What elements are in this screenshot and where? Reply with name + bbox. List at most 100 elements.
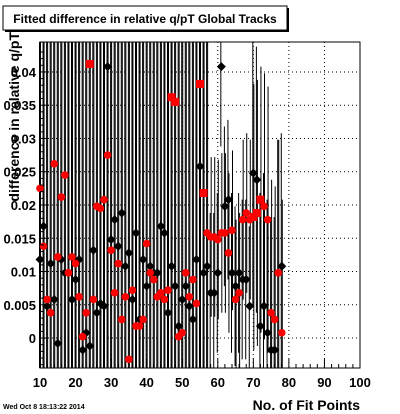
data-point-circle — [213, 235, 222, 244]
data-point-diamond — [152, 268, 162, 278]
data-point-diamond — [181, 281, 191, 291]
data-point-diamond — [252, 175, 262, 185]
data-point-diamond — [223, 195, 233, 205]
data-point-circle — [270, 315, 279, 324]
data-point-diamond — [227, 268, 237, 278]
data-point-diamond — [124, 248, 134, 258]
data-point-diamond — [67, 294, 77, 304]
x-tick-label: 40 — [139, 375, 153, 390]
data-point-circle — [242, 209, 251, 217]
data-point-diamond — [39, 221, 49, 231]
x-tick-label: 60 — [211, 375, 225, 390]
data-point-diamond — [88, 245, 98, 255]
data-point-square — [252, 208, 261, 217]
data-point-circle — [267, 308, 275, 317]
x-tick-label: 10 — [33, 375, 47, 390]
data-point-circle — [224, 249, 233, 257]
title-box-shadow — [5, 30, 289, 32]
data-point-circle — [100, 195, 108, 204]
data-point-diamond — [46, 259, 56, 269]
data-point-circle — [50, 159, 59, 168]
data-point-diamond — [110, 215, 120, 225]
data-point-circle — [231, 295, 240, 304]
data-point-diamond — [245, 301, 255, 311]
data-point-square — [196, 79, 204, 88]
data-point-circle — [82, 308, 91, 317]
data-point-diamond — [248, 168, 258, 178]
data-point-circle — [114, 259, 123, 268]
data-point-diamond — [231, 281, 241, 291]
y-tick-label: 0.005 — [3, 298, 36, 313]
y-tick-label: 0.035 — [3, 98, 36, 113]
data-point-circle — [192, 299, 201, 308]
data-point-circle — [39, 242, 48, 251]
data-point-diamond — [159, 228, 169, 238]
data-point-circle — [96, 204, 105, 213]
y-tick-label: 0.015 — [3, 231, 36, 246]
data-point-circle — [125, 355, 133, 364]
data-point-circle — [36, 184, 44, 193]
data-point-diamond — [103, 62, 113, 72]
data-point-diamond — [270, 345, 280, 355]
data-point-square — [167, 93, 176, 102]
data-point-circle — [128, 286, 137, 294]
data-point-circle — [135, 322, 144, 330]
data-point-diamond — [142, 281, 152, 291]
data-point-circle — [263, 215, 272, 224]
data-point-diamond — [209, 288, 219, 298]
data-point-diamond — [263, 328, 273, 338]
data-point-diamond — [202, 261, 212, 271]
data-point-circle — [221, 229, 229, 237]
x-tick-label: 30 — [104, 375, 118, 390]
data-point-square — [85, 59, 94, 68]
data-point-diamond — [120, 261, 130, 271]
y-tick-label: 0.04 — [11, 65, 37, 80]
data-point-diamond — [167, 261, 177, 271]
data-point-diamond — [170, 281, 180, 291]
data-point-diamond — [156, 221, 166, 231]
data-point-diamond — [216, 62, 226, 72]
data-point-circle — [107, 246, 115, 255]
title-box-shadow-side — [287, 8, 289, 32]
data-point-square — [171, 97, 180, 106]
y-tick-label: 0.01 — [11, 265, 36, 280]
data-point-diamond — [131, 228, 141, 238]
data-point-diamond — [199, 268, 209, 278]
y-tick-label: 0 — [29, 331, 36, 346]
data-point-diamond — [53, 338, 63, 348]
data-point-circle — [160, 295, 169, 304]
data-point-square — [199, 189, 208, 198]
data-point-circle — [142, 239, 151, 248]
data-point-diamond — [71, 275, 81, 285]
data-point-circle — [228, 226, 236, 235]
y-tick-label: 0.025 — [3, 165, 36, 180]
data-point-circle — [139, 315, 147, 324]
data-point-circle — [71, 259, 80, 268]
y-axis: 0 0.005 0.01 0.015 0.02 0.025 0.03 0.035 0.04 — [3, 51, 49, 366]
x-tick-label: 80 — [282, 375, 296, 390]
data-point-diamond — [195, 161, 205, 171]
data-point-circle — [277, 328, 286, 337]
x-tick-label: 100 — [349, 375, 371, 390]
data-point-circle — [78, 332, 87, 341]
x-tick-label: 70 — [246, 375, 260, 390]
data-point-circle — [61, 171, 69, 179]
data-point-circle — [260, 202, 268, 211]
data-point-diamond — [49, 294, 59, 304]
data-point-diamond — [92, 308, 102, 318]
data-point-circle — [46, 308, 55, 317]
data-point-diamond — [241, 275, 251, 285]
data-point-circle — [178, 328, 187, 337]
data-point-diamond — [35, 255, 45, 265]
data-point-circle — [238, 215, 247, 224]
data-point-diamond — [177, 294, 187, 304]
data-point-diamond — [184, 301, 194, 311]
chart-title: Fitted difference in relative q/pT Globa… — [13, 12, 277, 26]
data-point-diamond — [106, 235, 116, 245]
x-axis: 10 20 30 40 50 60 70 80 90 100 — [33, 359, 371, 390]
data-point-diamond — [117, 208, 127, 218]
data-point-diamond — [255, 321, 265, 331]
data-point-circle — [53, 253, 62, 261]
data-point-diamond — [42, 301, 52, 311]
data-point-diamond — [99, 301, 109, 311]
